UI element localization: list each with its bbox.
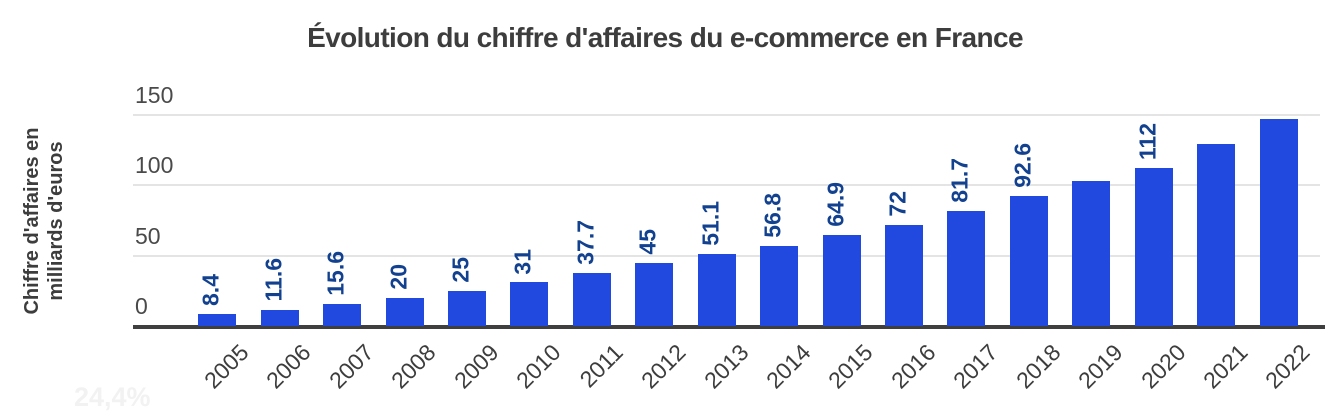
bar-slot-2010: 31 2010 [498,115,566,394]
bar-slot-2019: 2019 [1060,115,1128,394]
x-tick-label-2016: 2016 [885,339,941,394]
bar-2019 [1072,180,1111,326]
bar-value-label-2006: 11.6 [260,258,287,302]
bar-2020 [1134,168,1173,326]
bar-slot-2012: 45 2012 [623,115,691,393]
bar-2013 [697,254,736,326]
bar-2009 [447,290,486,326]
bar-value-label-2014: 56.8 [759,193,786,239]
x-tick-label-2009: 2009 [448,339,504,394]
bar-value-label-2011: 37.7 [572,220,599,265]
bar-2006 [260,309,299,326]
x-tick-label-2007: 2007 [323,339,379,394]
bar-2012 [635,262,674,326]
x-axis-line [133,325,1325,329]
x-tick-label-2010: 2010 [511,339,566,394]
bar-value-label-2013: 51.1 [697,201,724,247]
bar-value-label-2018: 92.6 [1009,142,1036,188]
chart-title: Évolution du chiffre d'affaires du e-com… [307,22,1023,53]
bar-slot-2006: 11.6 2006 [248,115,316,393]
bar-value-label-2005: 8.4 [197,274,224,307]
y-axis-title-line-2: milliards d'euros [45,141,67,301]
y-axis-title: Chiffre d'affaires en milliards d'euros [20,127,68,314]
bar-value-label-2020: 112 [1134,123,1161,161]
x-tick-label-2020: 2020 [1135,339,1191,394]
y-tick-label-0: 0 [135,293,148,319]
y-tick-label-50: 50 [135,222,161,249]
x-tick-label-2021: 2021 [1198,339,1253,394]
bar-2017 [947,211,986,326]
bar-2011 [572,272,611,326]
x-tick-label-2014: 2014 [760,339,816,394]
bar-2008 [385,297,424,326]
bar-value-label-2009: 25 [447,257,474,283]
bar-2005 [198,314,237,326]
bar-slot-2014: 56.8 2014 [748,115,816,393]
bar-slot-2007: 15.6 2007 [311,115,379,393]
x-tick-label-2017: 2017 [948,339,1003,394]
gridline-150 [133,114,1320,116]
y-tick-label-100: 100 [135,152,174,179]
x-tick-label-2018: 2018 [1010,339,1066,394]
bar-2007 [323,304,362,326]
bar-value-label-2010: 31 [509,248,536,275]
x-tick-label-2006: 2006 [261,339,317,394]
bar-slot-2009: 25 2009 [436,115,503,393]
bar-2010 [510,282,549,326]
gridline-100 [133,184,1320,187]
bar-2014 [760,246,799,326]
x-tick-label-2019: 2019 [1073,339,1128,394]
plot-area: 8.4 2005 11.6 2006 15.6 2007 20 2008 25 2009 31 201… [186,115,1315,394]
bar-slot-2022: 2022 [1247,115,1315,394]
bar-slot-2008: 20 2008 [373,115,441,393]
bar-slot-2011: 37.7 2011 [561,115,628,392]
bar-slot-2020: 112 2020 [1123,115,1190,393]
bar-slot-2018: 92.6 2018 [998,115,1065,394]
x-tick-label-2015: 2015 [823,339,878,394]
bar-slot-2021: 2021 [1185,115,1253,394]
bar-slot-2013: 51.1 2013 [686,115,753,393]
bar-2016 [885,224,924,326]
x-tick-label-2011: 2011 [574,339,629,393]
bar-value-label-2017: 81.7 [946,158,973,204]
x-tick-label-2012: 2012 [636,339,691,394]
bar-2021 [1197,144,1236,326]
x-tick-label-2022: 2022 [1260,339,1316,394]
y-tick-label-150: 150 [135,82,174,108]
bar-slot-2015: 64.9 2015 [810,115,878,394]
x-tick-label-2005: 2005 [199,339,254,394]
bar-2015 [822,234,861,326]
faint-percentage-text: 24,4% [74,382,151,412]
x-tick-label-2008: 2008 [386,339,441,394]
x-tick-label-2013: 2013 [698,339,754,394]
bar-2022 [1259,119,1298,326]
bar-value-label-2012: 45 [634,229,661,255]
bar-2018 [1009,195,1048,326]
bar-slot-2017: 81.7 2017 [935,115,1003,393]
bar-value-label-2008: 20 [385,264,412,290]
bar-value-label-2015: 64.9 [822,181,849,227]
bar-value-label-2016: 72 [884,191,911,217]
bar-slot-2005: 8.4 2005 [186,115,254,393]
bar-slot-2016: 72 2016 [873,115,941,393]
bar-value-label-2007: 15.6 [322,251,349,297]
y-axis-title-line-1: Chiffre d'affaires en [21,127,43,315]
